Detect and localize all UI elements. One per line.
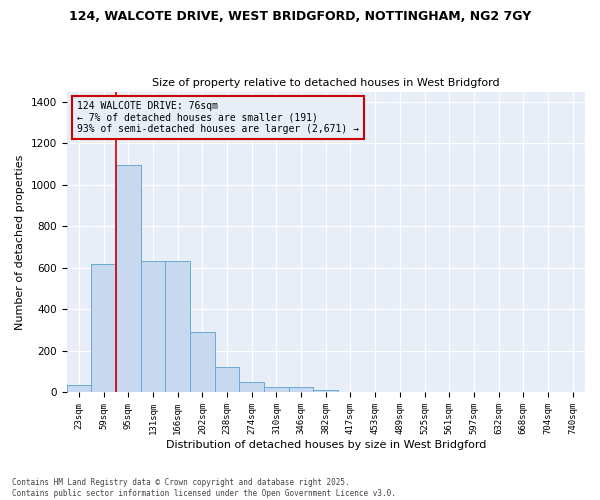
Y-axis label: Number of detached properties: Number of detached properties (15, 154, 25, 330)
Bar (313, 390, 338, 392)
Bar (215, 366, 239, 392)
X-axis label: Distribution of detached houses by size in West Bridgford: Distribution of detached houses by size … (166, 440, 486, 450)
Bar (264, 388, 289, 392)
Text: 124 WALCOTE DRIVE: 76sqm
← 7% of detached houses are smaller (191)
93% of semi-d: 124 WALCOTE DRIVE: 76sqm ← 7% of detache… (77, 100, 359, 134)
Bar (190, 332, 215, 392)
Text: Contains HM Land Registry data © Crown copyright and database right 2025.
Contai: Contains HM Land Registry data © Crown c… (12, 478, 396, 498)
Bar (289, 388, 313, 392)
Bar (165, 260, 190, 392)
Bar (116, 165, 140, 392)
Bar (67, 385, 91, 392)
Title: Size of property relative to detached houses in West Bridgford: Size of property relative to detached ho… (152, 78, 500, 88)
Bar (239, 382, 264, 392)
Text: 124, WALCOTE DRIVE, WEST BRIDGFORD, NOTTINGHAM, NG2 7GY: 124, WALCOTE DRIVE, WEST BRIDGFORD, NOTT… (69, 10, 531, 23)
Bar (140, 260, 165, 392)
Bar (91, 264, 116, 392)
